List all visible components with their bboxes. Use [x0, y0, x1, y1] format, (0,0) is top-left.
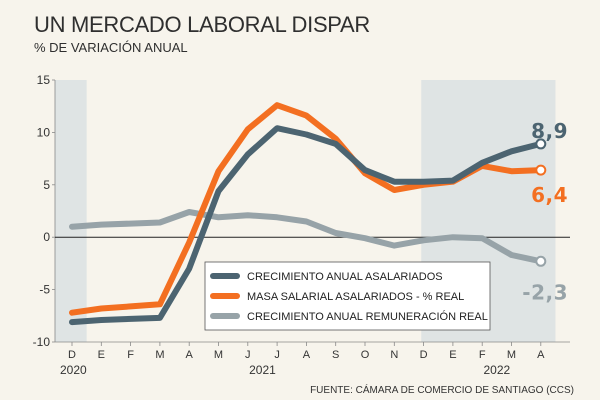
x-tick-label: E: [449, 349, 456, 361]
end-value-label-2: -2,3: [522, 280, 568, 304]
end-labels: 8,9 6,4 -2,3: [522, 119, 568, 304]
shaded-period-0: [55, 80, 87, 342]
legend-label-1: MASA SALARIAL ASALARIADOS - % REAL: [247, 291, 464, 303]
x-tick-label: D: [68, 349, 76, 361]
legend-label-0: CRECIMIENTO ANUAL ASALARIADOS: [247, 271, 443, 283]
legend-box: [204, 261, 491, 331]
legend-label-2: CRECIMIENTO ANUAL REMUNERACIÓN REAL: [247, 310, 488, 323]
x-tick-label: N: [390, 349, 398, 361]
x-tick-label: M: [214, 349, 223, 361]
year-label: 2020: [60, 363, 87, 377]
y-tick-label: 15: [37, 73, 51, 87]
end-value-label-0: 8,9: [531, 119, 568, 143]
series-end-marker-1: [535, 164, 547, 176]
series-end-marker-2: [535, 255, 547, 267]
y-tick-label: 10: [37, 125, 51, 139]
x-tick-label: D: [420, 349, 428, 361]
y-tick-label: 5: [43, 178, 50, 192]
chart-subtitle: % DE VARIACIÓN ANUAL: [34, 40, 188, 55]
x-tick-label: E: [98, 349, 105, 361]
year-label: 2021: [249, 363, 276, 377]
x-tick-label: F: [127, 349, 134, 361]
x-tick-label: A: [186, 349, 194, 361]
legend: CRECIMIENTO ANUAL ASALARIADOS MASA SALARI…: [204, 261, 491, 331]
x-tick-label: O: [361, 349, 370, 361]
series-line-0: [69, 125, 544, 326]
end-value-label-1: 6,4: [531, 183, 568, 207]
y-tick-label: -5: [39, 283, 50, 297]
chart-source: FUENTE: CÁMARA DE COMERCIO DE SANTIAGO (…: [310, 383, 574, 396]
x-tick-label: A: [537, 349, 545, 361]
axes: -10 -5 0 5 10 15 D E F M A M J J A S O N D E F M A 2020 2021 2022: [33, 73, 570, 377]
y-tick-label: -10: [33, 335, 51, 349]
year-label: 2022: [483, 363, 510, 377]
x-tick-label: M: [507, 349, 516, 361]
x-tick-label: M: [155, 349, 164, 361]
x-tick-label: J: [245, 349, 251, 361]
x-tick-label: J: [274, 349, 280, 361]
chart-title: UN MERCADO LABORAL DISPAR: [34, 12, 370, 37]
x-tick-label: A: [303, 349, 311, 361]
series-line-2: [69, 209, 544, 265]
x-tick-label: S: [332, 349, 339, 361]
y-tick-label: 0: [43, 230, 50, 244]
series-lines: [69, 102, 547, 326]
x-tick-label: F: [479, 349, 486, 361]
series-end-marker-0: [535, 138, 547, 150]
